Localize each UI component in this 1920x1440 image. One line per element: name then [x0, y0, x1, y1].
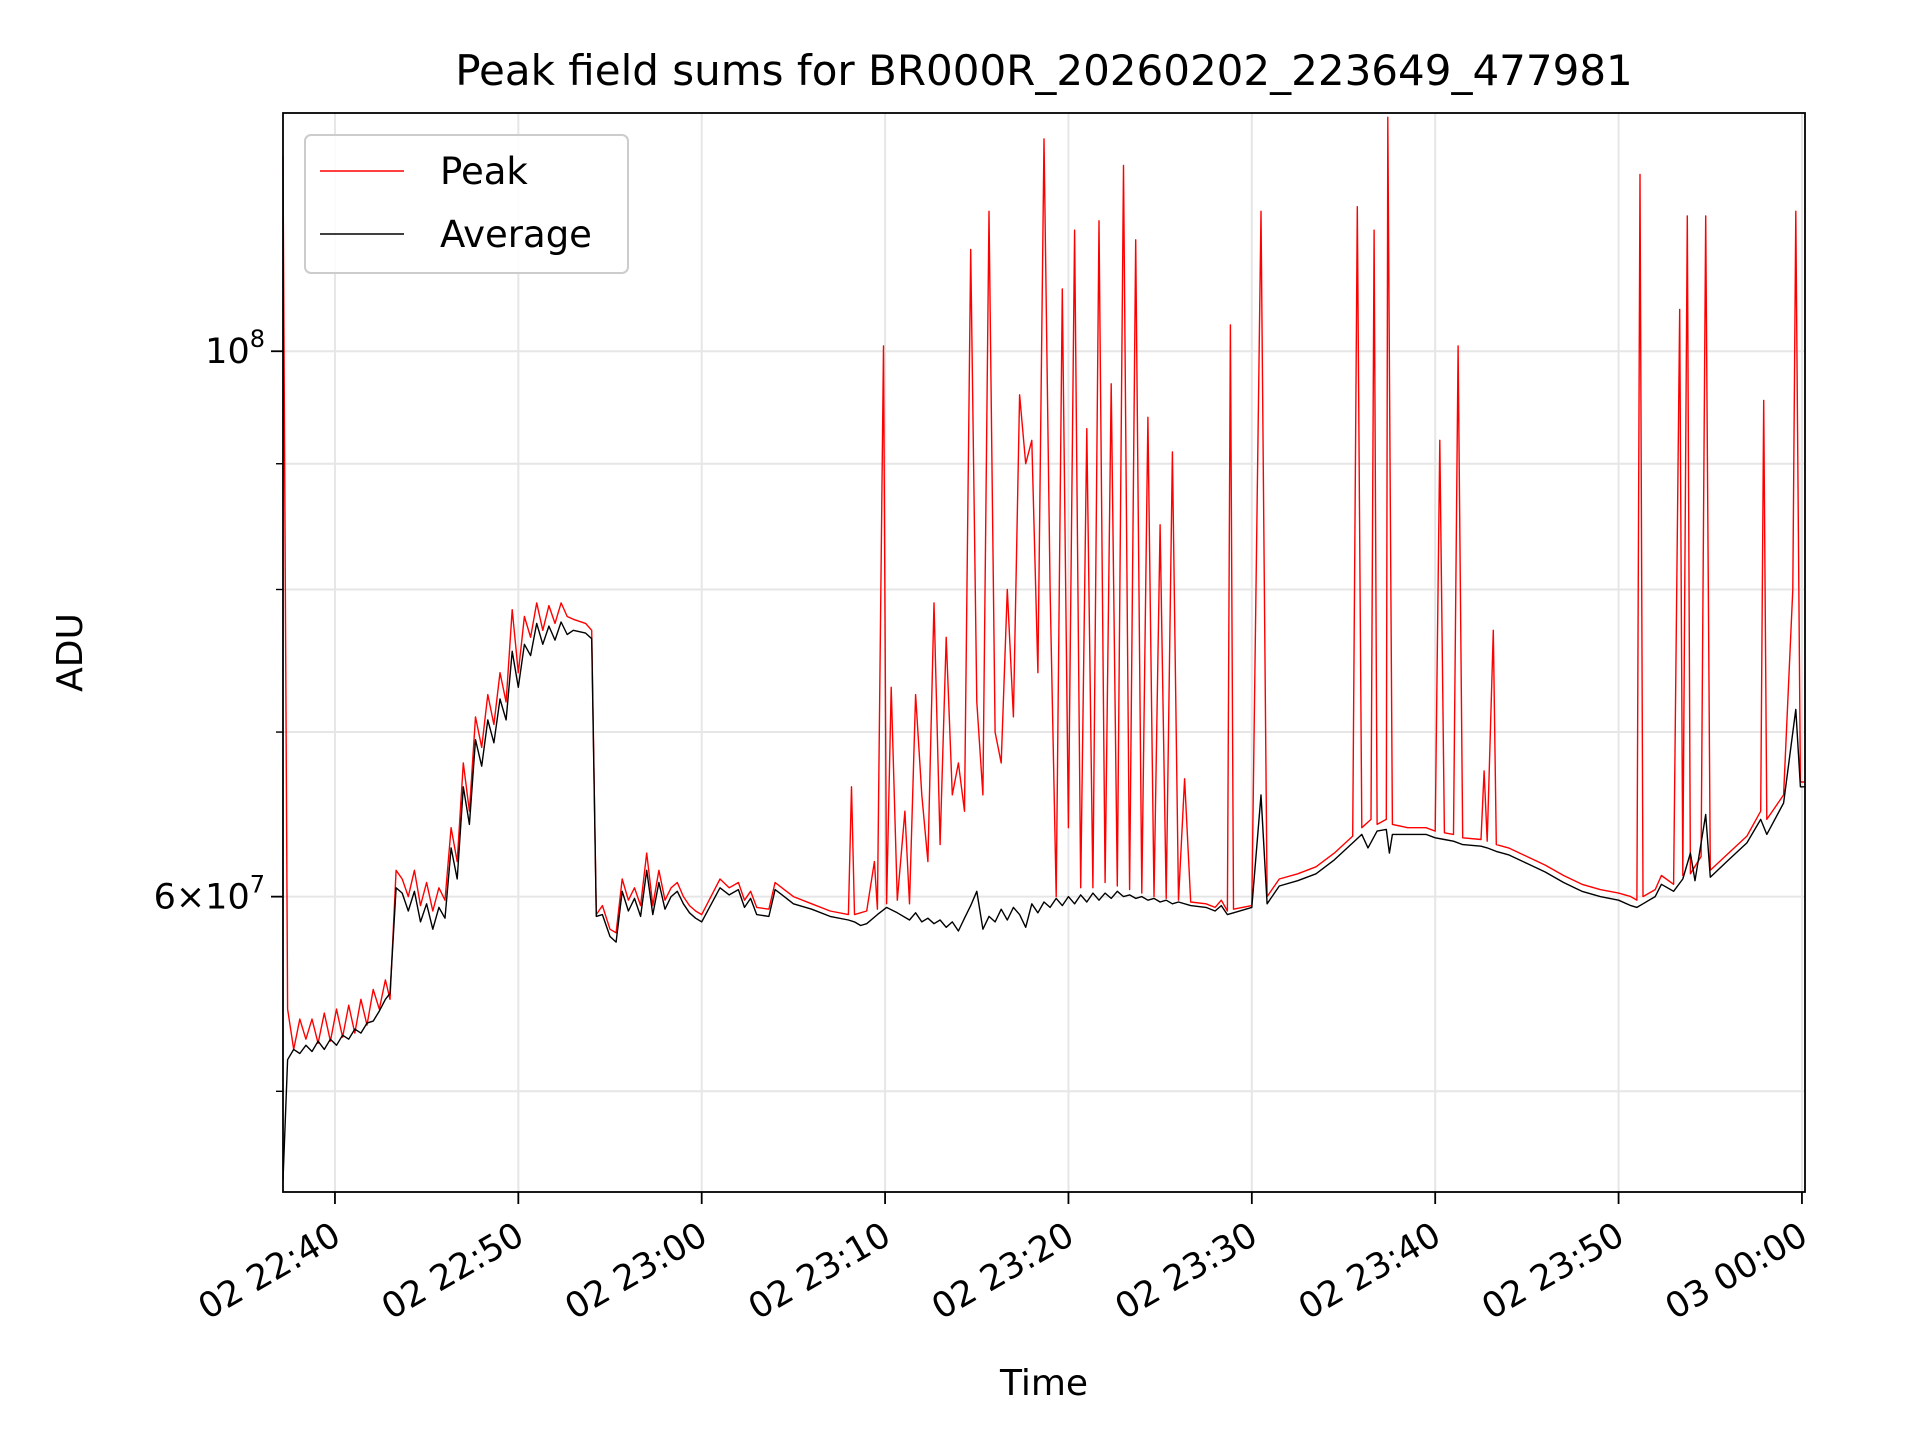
series-group	[282, 116, 1805, 1181]
x-axis-label: Time	[999, 1363, 1088, 1404]
series-line-average	[282, 621, 1805, 1181]
legend-entry: Average	[440, 213, 592, 256]
legend: Peak Average	[304, 134, 629, 274]
y-tick-label: 108	[205, 325, 265, 372]
legend-box	[304, 134, 629, 274]
legend-entry: Peak	[440, 150, 528, 193]
series-line-peak	[282, 116, 1805, 1051]
grid-lines	[283, 113, 1805, 1192]
chart-title: Peak field sums for BR000R_20260202_2236…	[455, 46, 1633, 95]
y-tick-label: 6×107	[154, 871, 265, 918]
y-axis-label: ADU	[50, 613, 91, 692]
plot-frame	[282, 112, 1806, 1193]
